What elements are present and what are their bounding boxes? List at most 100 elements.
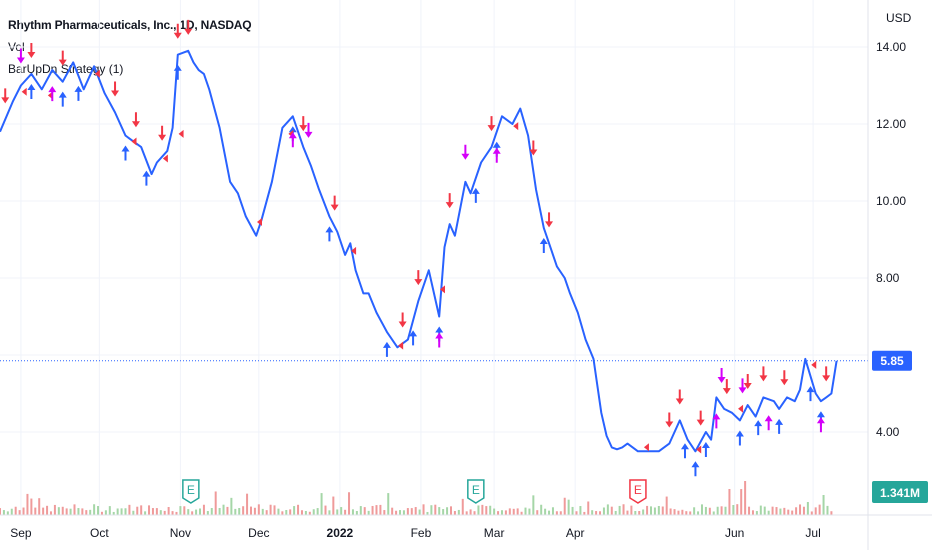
volume-bar [395, 510, 398, 515]
volume-bar [606, 504, 609, 515]
volume-bar [297, 504, 300, 515]
volume-bar [610, 506, 613, 515]
volume-bar [57, 507, 60, 515]
volume-bar [579, 506, 582, 515]
volume-bar [799, 504, 802, 515]
volume-bar [195, 509, 198, 515]
volume-bar [689, 511, 692, 515]
volume-bar [685, 511, 688, 515]
exit-marker-icon [696, 445, 702, 454]
short-entry-arrow-icon [717, 368, 726, 384]
volume-bar [406, 508, 409, 515]
price-tick-label: 4.00 [876, 425, 900, 439]
volume-bar [340, 507, 343, 515]
earnings-marker-label: E [634, 483, 642, 497]
time-tick-label: 2022 [327, 526, 354, 540]
volume-bar [693, 507, 696, 515]
volume-bar [163, 510, 166, 515]
volume-bar [657, 505, 660, 515]
volume-bar [116, 508, 119, 515]
volume-bar [555, 511, 558, 515]
exit-marker-icon [162, 154, 168, 163]
time-tick-label: Nov [170, 526, 191, 540]
volume-bar [571, 506, 574, 515]
volume-bar [140, 505, 143, 515]
volume-bar [724, 506, 727, 515]
volume-bar [155, 508, 158, 515]
volume-bar [242, 506, 245, 515]
volume-bar [85, 510, 88, 515]
long-entry-arrow-icon [735, 430, 744, 446]
volume-bar [238, 507, 241, 515]
short-entry-arrow-icon [445, 193, 454, 209]
short-entry-arrow-icon [16, 48, 25, 64]
volume-bar [363, 507, 366, 515]
volume-bar [669, 508, 672, 515]
volume-bar [399, 510, 402, 515]
volume-bar [257, 504, 260, 515]
volume-bar [740, 489, 743, 515]
volume-bar [214, 491, 217, 515]
volume-bar [524, 507, 527, 515]
short-entry-arrow-icon [414, 270, 423, 286]
volume-bar [783, 507, 786, 515]
earnings-marker-icon [629, 479, 647, 504]
price-tick-label: 12.00 [876, 117, 906, 131]
volume-bar [653, 507, 656, 515]
volume-bar [191, 511, 194, 515]
long-entry-arrow-icon [764, 415, 773, 431]
volume-bar [300, 510, 303, 515]
volume-bar [736, 504, 739, 515]
long-entry-arrow-icon [701, 442, 710, 457]
volume-bar [426, 511, 429, 515]
volume-bar [622, 504, 625, 515]
volume-bar [38, 498, 41, 515]
time-tick-label: Mar [484, 526, 505, 540]
last-price-value: 5.85 [880, 354, 904, 368]
volume-bar [81, 508, 84, 515]
short-entry-arrow-icon [487, 116, 496, 132]
volume-bar [93, 504, 96, 515]
volume-bar [551, 507, 554, 515]
volume-bar [422, 504, 425, 515]
volume-bar [367, 510, 370, 515]
volume-bar [520, 511, 523, 515]
volume-bar [602, 507, 605, 515]
volume-bar [402, 510, 405, 515]
long-entry-arrow-icon [539, 237, 548, 253]
volume-bar [199, 508, 202, 515]
volume-bar [210, 508, 213, 515]
short-entry-arrow-icon [299, 116, 308, 132]
short-entry-arrow-icon [696, 410, 705, 426]
volume-bar [461, 498, 464, 515]
volume-bar [795, 507, 798, 515]
chart-grid [0, 0, 868, 515]
volume-bar [791, 510, 794, 515]
volume-bar [677, 510, 680, 515]
volume-bar [642, 509, 645, 515]
exit-marker-icon [513, 122, 519, 131]
volume-bar [661, 506, 664, 515]
volume-bar [563, 497, 566, 515]
volume-bar [69, 508, 72, 515]
volume-bar [626, 510, 629, 515]
short-entry-arrow-icon [822, 366, 831, 382]
volume-bar [559, 511, 562, 515]
volume-bar [144, 511, 147, 515]
volume-bar [481, 504, 484, 515]
volume-bar [269, 504, 272, 515]
volume-bar [665, 496, 668, 515]
volume-bar [712, 511, 715, 515]
volume-bar [371, 505, 374, 515]
volume-bar [77, 508, 80, 515]
volume-bar [548, 510, 551, 515]
long-entry-arrow-icon [382, 341, 391, 357]
volume-bar [22, 507, 25, 515]
volume-bar [375, 505, 378, 515]
volume-bar [810, 511, 813, 515]
volume-bar [293, 506, 296, 515]
currency-label: USD [886, 11, 912, 25]
volume-bar [202, 504, 205, 515]
